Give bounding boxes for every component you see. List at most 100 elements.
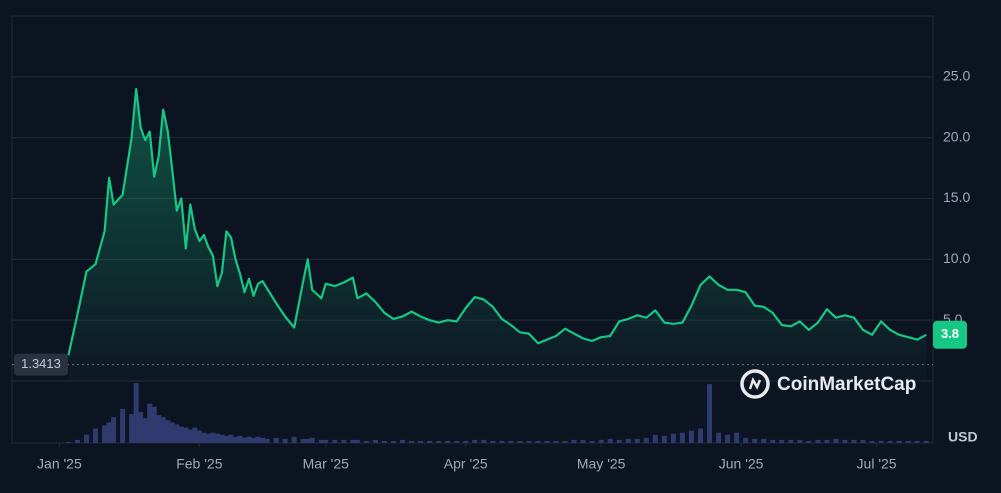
volume-bar (445, 440, 451, 443)
volume-bar (842, 439, 848, 443)
volume-bar (341, 439, 347, 443)
volume-bar (707, 384, 713, 443)
volume-bar (142, 418, 148, 443)
volume-bar (111, 417, 117, 443)
volume-bar (192, 427, 198, 443)
volume-bar (743, 437, 749, 443)
price (67, 87, 927, 381)
volume-bar (625, 438, 631, 443)
volume-bar (273, 437, 279, 443)
volume-bar (214, 433, 220, 443)
price-area (68, 89, 927, 381)
volume-bar (120, 408, 126, 443)
volume-bar (481, 439, 487, 443)
volume-bar (788, 439, 794, 443)
volume-bar (187, 429, 193, 443)
volume-bar (282, 438, 288, 443)
volume-bar (553, 440, 559, 443)
currency-label: USD (948, 429, 978, 445)
volume-bar (65, 441, 71, 443)
volume-bar (833, 438, 839, 443)
volume-bar (878, 440, 884, 443)
volume-bar (670, 433, 676, 443)
volume-bar (508, 440, 514, 443)
volume-bar (264, 438, 270, 443)
volume-bar (381, 440, 387, 443)
volume-bar (133, 383, 139, 443)
volume-bar (210, 432, 216, 443)
volume-bar (178, 426, 184, 443)
volume-bar (309, 437, 315, 443)
volume-bar (824, 439, 830, 443)
volume-bar (472, 439, 478, 443)
volume-bar (499, 440, 505, 443)
volume-bar (201, 432, 207, 443)
volume-bar (223, 435, 229, 443)
x-tick-label: Jul '25 (857, 456, 897, 472)
open-price-label: 1.3413 (21, 356, 61, 371)
volume-bar (643, 437, 649, 443)
volume-bar (436, 440, 442, 443)
volume-bar (102, 425, 108, 443)
volume-bar (427, 440, 433, 443)
volume-bar (887, 440, 893, 443)
volume-bar (770, 439, 776, 443)
volume-bar (219, 434, 225, 443)
volume-bar (165, 420, 171, 443)
volume-bar (363, 440, 369, 443)
volume-bar (318, 439, 324, 443)
volume (65, 383, 929, 443)
volume-bar (174, 424, 180, 443)
volume-bar (697, 428, 703, 443)
volume-bar (138, 412, 144, 443)
volume-bar (300, 438, 306, 443)
volume-bar (232, 436, 238, 443)
volume-bar (390, 440, 396, 443)
volume-bar (580, 439, 586, 443)
volume-bar (797, 439, 803, 443)
volume-bar (589, 440, 595, 443)
volume-bar (242, 437, 248, 443)
volume-bar (761, 438, 767, 443)
volume-bar (332, 439, 338, 443)
x-tick-label: Mar '25 (303, 456, 349, 472)
volume-bar (526, 440, 532, 443)
volume-bar (652, 434, 658, 443)
volume-bar (923, 440, 929, 443)
volume-bar (151, 406, 157, 443)
volume-bar (205, 433, 211, 443)
volume-bar (517, 440, 523, 443)
volume-bar (860, 439, 866, 443)
volume-bar (914, 440, 920, 443)
watermark: CoinMarketCap (740, 369, 916, 399)
volume-bar (725, 434, 731, 443)
volume-bar (607, 438, 613, 443)
x-tick-label: Apr '25 (444, 456, 488, 472)
volume-bar (661, 435, 667, 443)
volume-bar (544, 440, 550, 443)
volume-bar (905, 440, 911, 443)
volume-bar (571, 439, 577, 443)
y-tick-label: 25.0 (943, 68, 970, 84)
volume-bar (160, 417, 166, 443)
volume-bar (129, 414, 135, 443)
volume-bar (372, 439, 378, 443)
volume-bar (454, 440, 460, 443)
volume-bar (237, 435, 243, 443)
volume-bar (291, 436, 297, 443)
price-line (67, 87, 927, 356)
current-price-box (933, 320, 967, 349)
volume-bar (688, 430, 694, 443)
volume-bar (323, 439, 329, 443)
x-tick-label: Feb '25 (176, 456, 222, 472)
open-price-box (14, 353, 68, 376)
volume-bar (260, 437, 266, 443)
volume-bar (418, 440, 424, 443)
volume-bar (251, 437, 257, 443)
volume-bar (156, 415, 162, 443)
volume-bar (246, 436, 252, 443)
volume-bar (409, 440, 415, 443)
volume-bar (535, 440, 541, 443)
